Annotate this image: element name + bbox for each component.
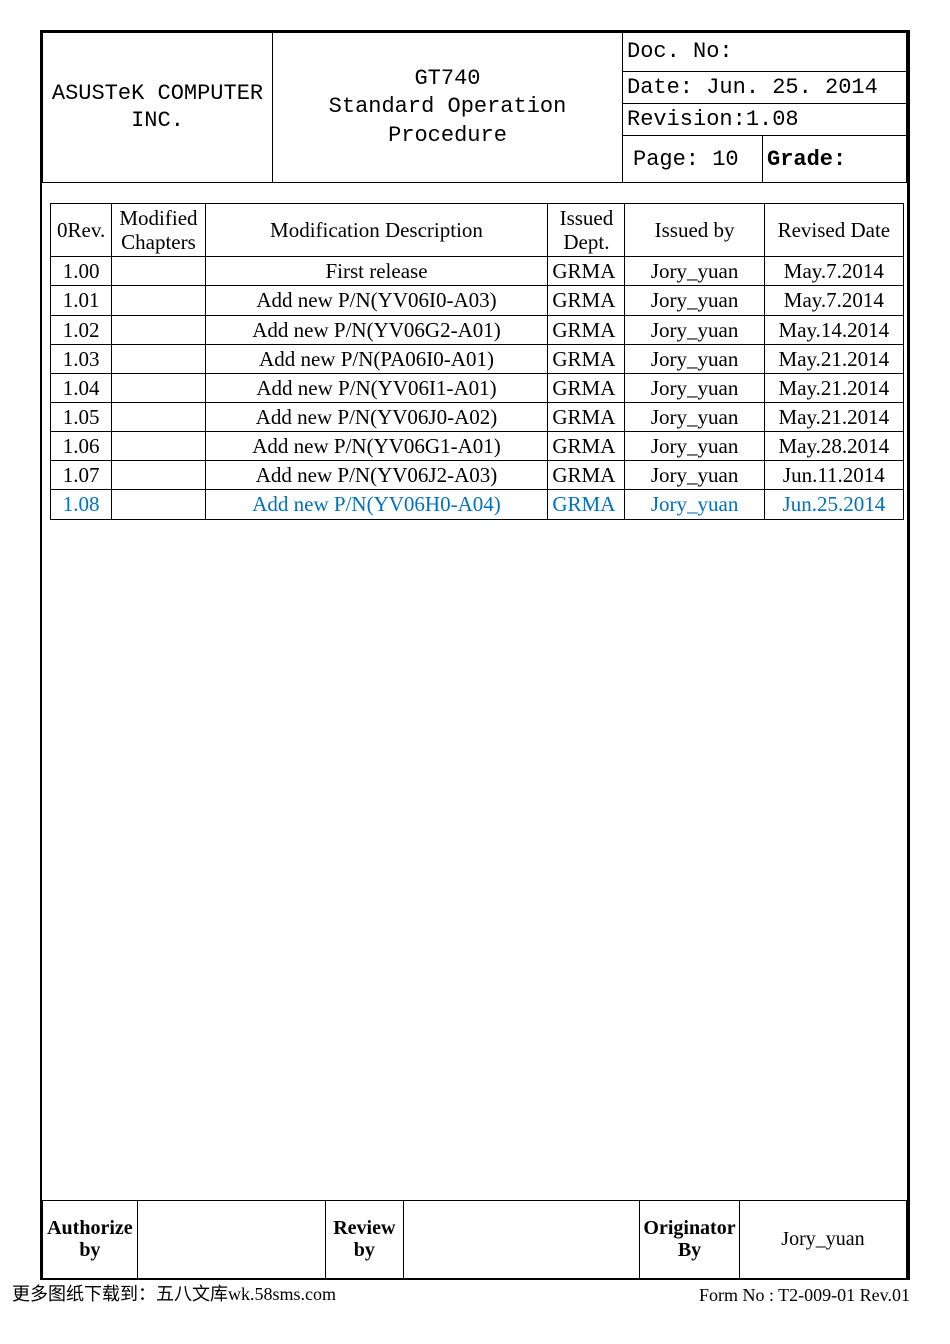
cell: 1.02	[51, 315, 112, 344]
cell	[112, 286, 205, 315]
cell: GRMA	[548, 490, 625, 519]
review-label: Review by	[326, 1200, 404, 1278]
company-line2: INC.	[131, 108, 184, 133]
cell: Jory_yuan	[625, 257, 764, 286]
cell: May.7.2014	[764, 286, 903, 315]
cell: Add new P/N(YV06I0-A03)	[205, 286, 548, 315]
cell: GRMA	[548, 344, 625, 373]
hdr-chapters: Modified Chapters	[112, 204, 205, 257]
cell	[112, 490, 205, 519]
cell: Jory_yuan	[625, 432, 764, 461]
cell: May.7.2014	[764, 257, 903, 286]
cell: 1.01	[51, 286, 112, 315]
cell: Jory_yuan	[625, 490, 764, 519]
table-row: 1.00 First releaseGRMAJory_yuanMay.7.2014	[51, 257, 904, 286]
company-cell: ASUSTeK COMPUTER INC.	[43, 33, 273, 183]
cell: Add new P/N(YV06I1-A01)	[205, 373, 548, 402]
cell: May.28.2014	[764, 432, 903, 461]
cell: Add new P/N(YV06G1-A01)	[205, 432, 548, 461]
cell: GRMA	[548, 461, 625, 490]
table-row: 1.05 Add new P/N(YV06J0-A02)GRMAJory_yuan…	[51, 402, 904, 431]
grade-label: Grade:	[763, 136, 907, 183]
authorize-label: Authorize by	[43, 1200, 138, 1278]
page-frame: ASUSTeK COMPUTER INC. GT740 Standard Ope…	[40, 30, 910, 1280]
cell: May.21.2014	[764, 373, 903, 402]
cell: 1.05	[51, 402, 112, 431]
cell	[112, 257, 205, 286]
review-value	[403, 1200, 640, 1278]
cell: 1.03	[51, 344, 112, 373]
product-name: GT740	[414, 66, 480, 91]
cell: GRMA	[548, 402, 625, 431]
footer-right: Form No : T2-009-01 Rev.01	[699, 1285, 910, 1306]
cell: Jory_yuan	[625, 461, 764, 490]
header-table: ASUSTeK COMPUTER INC. GT740 Standard Ope…	[42, 32, 907, 183]
originator-value: Jory_yuan	[739, 1200, 906, 1278]
cell: 1.06	[51, 432, 112, 461]
cell: May.14.2014	[764, 315, 903, 344]
cell	[112, 432, 205, 461]
doc-date: Date: Jun. 25. 2014	[623, 71, 907, 103]
page-number: Page: 10	[623, 136, 763, 183]
table-row: 1.03 Add new P/N(PA06I0-A01)GRMAJory_yuan…	[51, 344, 904, 373]
table-row: 1.01 Add new P/N(YV06I0-A03)GRMAJory_yuan…	[51, 286, 904, 315]
footer-left: 更多图纸下载到：五八文库wk.58sms.com	[12, 1280, 336, 1306]
table-row: 1.04 Add new P/N(YV06I1-A01)GRMAJory_yuan…	[51, 373, 904, 402]
cell: GRMA	[548, 257, 625, 286]
revision-header-row: 0Rev. Modified Chapters Modification Des…	[51, 204, 904, 257]
signature-table: Authorize by Review by Originator By Jor…	[42, 1200, 907, 1279]
hdr-revised-date: Revised Date	[764, 204, 903, 257]
table-row: 1.08 Add new P/N(YV06H0-A04)GRMAJory_yuan…	[51, 490, 904, 519]
cell: Add new P/N(YV06H0-A04)	[205, 490, 548, 519]
table-row: 1.07 Add new P/N(YV06J2-A03)GRMAJory_yuan…	[51, 461, 904, 490]
cell: Jory_yuan	[625, 402, 764, 431]
doc-title: Standard Operation Procedure	[329, 94, 567, 148]
cell: Add new P/N(PA06I0-A01)	[205, 344, 548, 373]
title-cell: GT740 Standard Operation Procedure	[273, 33, 623, 183]
hdr-issued-by: Issued by	[625, 204, 764, 257]
cell: First release	[205, 257, 548, 286]
cell	[112, 373, 205, 402]
authorize-value	[137, 1200, 325, 1278]
originator-label: Originator By	[640, 1200, 740, 1278]
cell	[112, 344, 205, 373]
cell	[112, 315, 205, 344]
cell: May.21.2014	[764, 402, 903, 431]
cell: Jory_yuan	[625, 344, 764, 373]
cell: Jory_yuan	[625, 315, 764, 344]
cell: 1.04	[51, 373, 112, 402]
cell: 1.07	[51, 461, 112, 490]
hdr-desc: Modification Description	[205, 204, 548, 257]
cell: Jun.25.2014	[764, 490, 903, 519]
doc-revision: Revision:1.08	[623, 103, 907, 135]
cell: GRMA	[548, 315, 625, 344]
table-row: 1.06 Add new P/N(YV06G1-A01)GRMAJory_yuan…	[51, 432, 904, 461]
cell: Jory_yuan	[625, 373, 764, 402]
cell: Add new P/N(YV06J2-A03)	[205, 461, 548, 490]
cell: GRMA	[548, 286, 625, 315]
cell: 1.08	[51, 490, 112, 519]
cell: Jory_yuan	[625, 286, 764, 315]
hdr-rev: 0Rev.	[51, 204, 112, 257]
cell	[112, 461, 205, 490]
company-line1: ASUSTeK COMPUTER	[52, 81, 263, 106]
cell: May.21.2014	[764, 344, 903, 373]
cell	[112, 402, 205, 431]
hdr-dept: Issued Dept.	[548, 204, 625, 257]
cell: GRMA	[548, 373, 625, 402]
doc-no: Doc. No:	[623, 33, 907, 72]
revision-table: 0Rev. Modified Chapters Modification Des…	[50, 203, 904, 520]
cell: 1.00	[51, 257, 112, 286]
table-row: 1.02 Add new P/N(YV06G2-A01)GRMAJory_yuan…	[51, 315, 904, 344]
cell: GRMA	[548, 432, 625, 461]
cell: Add new P/N(YV06G2-A01)	[205, 315, 548, 344]
cell: Add new P/N(YV06J0-A02)	[205, 402, 548, 431]
cell: Jun.11.2014	[764, 461, 903, 490]
